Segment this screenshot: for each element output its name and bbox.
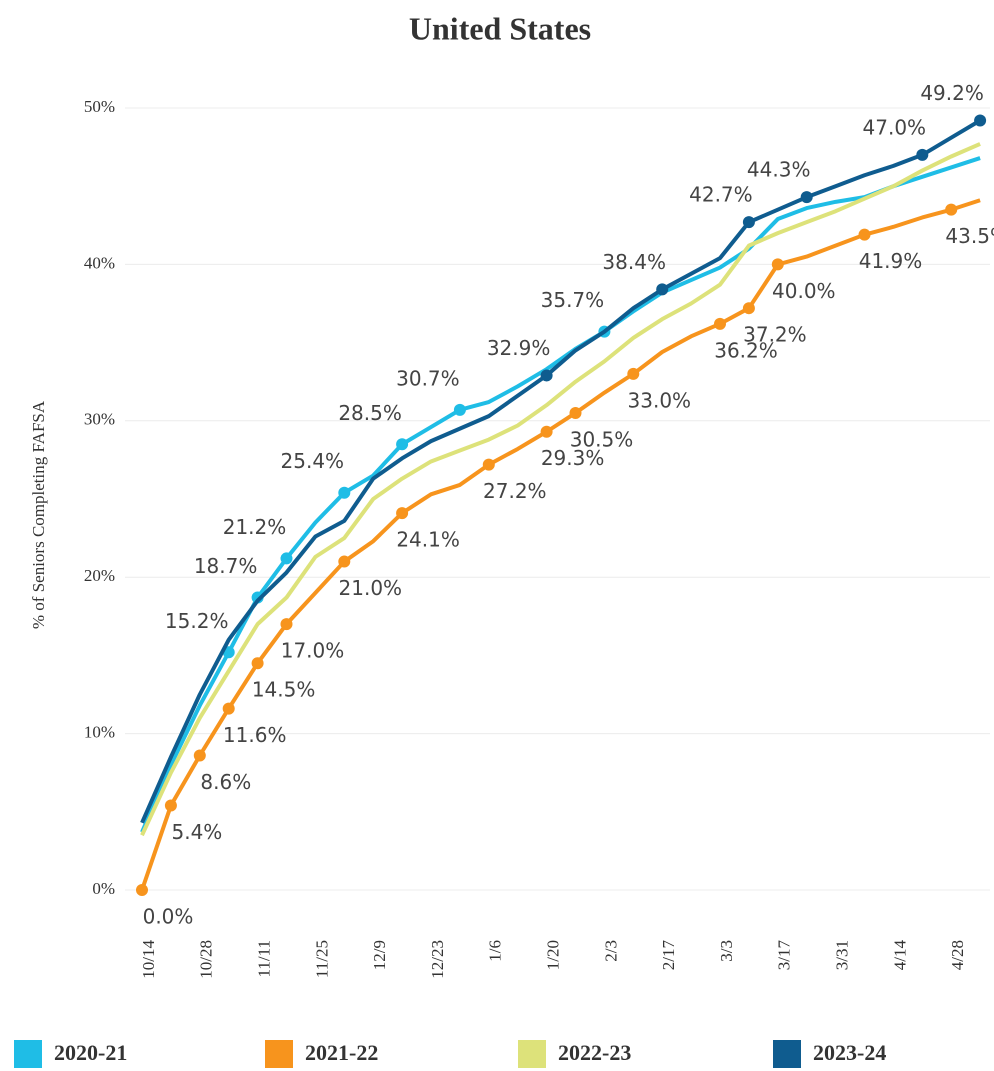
data-label: 0.0% [143, 905, 194, 929]
data-label: 43.5% [945, 224, 994, 248]
x-tick-label: 12/9 [370, 940, 389, 970]
data-point [482, 458, 495, 471]
data-label: 14.5% [252, 678, 316, 702]
x-tick-label: 10/28 [197, 940, 216, 979]
legend-label: 2020-21 [54, 1040, 127, 1065]
y-axis-label: % of Seniors Completing FAFSA [29, 400, 48, 629]
series-line [140, 118, 982, 824]
data-label: 49.2% [920, 81, 984, 105]
data-point [251, 657, 264, 670]
x-tick-label: 2/3 [601, 940, 620, 962]
data-label: 24.1% [396, 528, 460, 552]
data-point [396, 438, 409, 451]
data-point [742, 216, 755, 229]
y-tick-label: 30% [84, 410, 115, 429]
x-tick-label: 10/14 [139, 940, 158, 979]
data-point [338, 486, 351, 499]
x-tick-label: 3/17 [775, 940, 794, 971]
data-label: 37.2% [743, 323, 807, 347]
data-label: 27.2% [483, 479, 547, 503]
data-point [656, 283, 669, 296]
data-point [540, 425, 553, 438]
data-label: 44.3% [747, 158, 811, 182]
data-point [858, 228, 871, 241]
legend-swatch [773, 1040, 801, 1068]
data-point [453, 403, 466, 416]
series-line [140, 198, 981, 891]
y-tick-label: 10% [84, 723, 115, 742]
data-label: 33.0% [628, 388, 692, 412]
data-point [193, 749, 206, 762]
data-point [280, 618, 293, 631]
data-label: 15.2% [165, 609, 229, 633]
data-label: 35.7% [541, 288, 605, 312]
data-label: 30.5% [570, 427, 634, 451]
data-label: 11.6% [223, 723, 287, 747]
series-line [140, 142, 981, 837]
data-label: 28.5% [338, 401, 402, 425]
data-point [569, 406, 582, 419]
legend-label: 2021-22 [305, 1040, 378, 1065]
data-label: 18.7% [194, 554, 258, 578]
legend-label: 2022-23 [558, 1040, 631, 1065]
y-tick-label: 20% [84, 566, 115, 585]
chart-title: United States [409, 10, 591, 46]
y-tick-label: 0% [92, 879, 115, 898]
data-label: 38.4% [602, 250, 666, 274]
x-tick-label: 1/6 [486, 940, 505, 962]
data-label: 29.3% [541, 446, 605, 470]
x-tick-label: 2/17 [659, 940, 678, 971]
x-tick-label: 11/25 [312, 940, 331, 978]
data-point [251, 591, 264, 604]
data-point [627, 367, 640, 380]
x-tick-label: 3/3 [717, 940, 736, 962]
x-tick-label: 1/20 [544, 940, 563, 970]
data-point [280, 552, 293, 565]
data-point [742, 302, 755, 315]
x-tick-label: 3/31 [833, 940, 852, 970]
data-point [974, 114, 987, 127]
x-tick-label: 4/28 [948, 940, 967, 970]
data-point [771, 258, 784, 271]
data-label: 8.6% [200, 770, 251, 794]
y-tick-label: 40% [84, 253, 115, 272]
legend-swatch [518, 1040, 546, 1068]
data-point [916, 148, 929, 161]
data-point [714, 317, 726, 330]
x-tick-label: 11/11 [255, 940, 274, 977]
data-point [164, 799, 177, 812]
data-label: 30.7% [396, 366, 460, 390]
data-point [222, 702, 235, 715]
data-label: 42.7% [689, 183, 753, 207]
data-label: 25.4% [281, 449, 345, 473]
data-label: 21.2% [223, 515, 287, 539]
data-label: 40.0% [772, 279, 836, 303]
data-label: 17.0% [281, 639, 345, 663]
x-tick-label: 12/23 [428, 940, 447, 979]
data-label: 36.2% [714, 338, 778, 362]
data-label: 21.0% [339, 576, 403, 600]
data-label: 41.9% [859, 249, 923, 273]
data-point [945, 203, 958, 216]
series-line [140, 156, 981, 833]
x-tick-label: 4/14 [890, 940, 909, 971]
data-point [136, 884, 148, 896]
legend-swatch [14, 1040, 42, 1068]
data-label: 32.9% [487, 336, 551, 360]
data-point [540, 369, 553, 382]
legend-swatch [265, 1040, 293, 1068]
legend-label: 2023-24 [813, 1040, 886, 1065]
data-point [800, 191, 813, 204]
data-label: 5.4% [171, 820, 222, 844]
data-label: 47.0% [863, 115, 927, 139]
data-point [396, 507, 409, 520]
y-tick-label: 50% [84, 97, 115, 116]
data-point [338, 555, 351, 568]
